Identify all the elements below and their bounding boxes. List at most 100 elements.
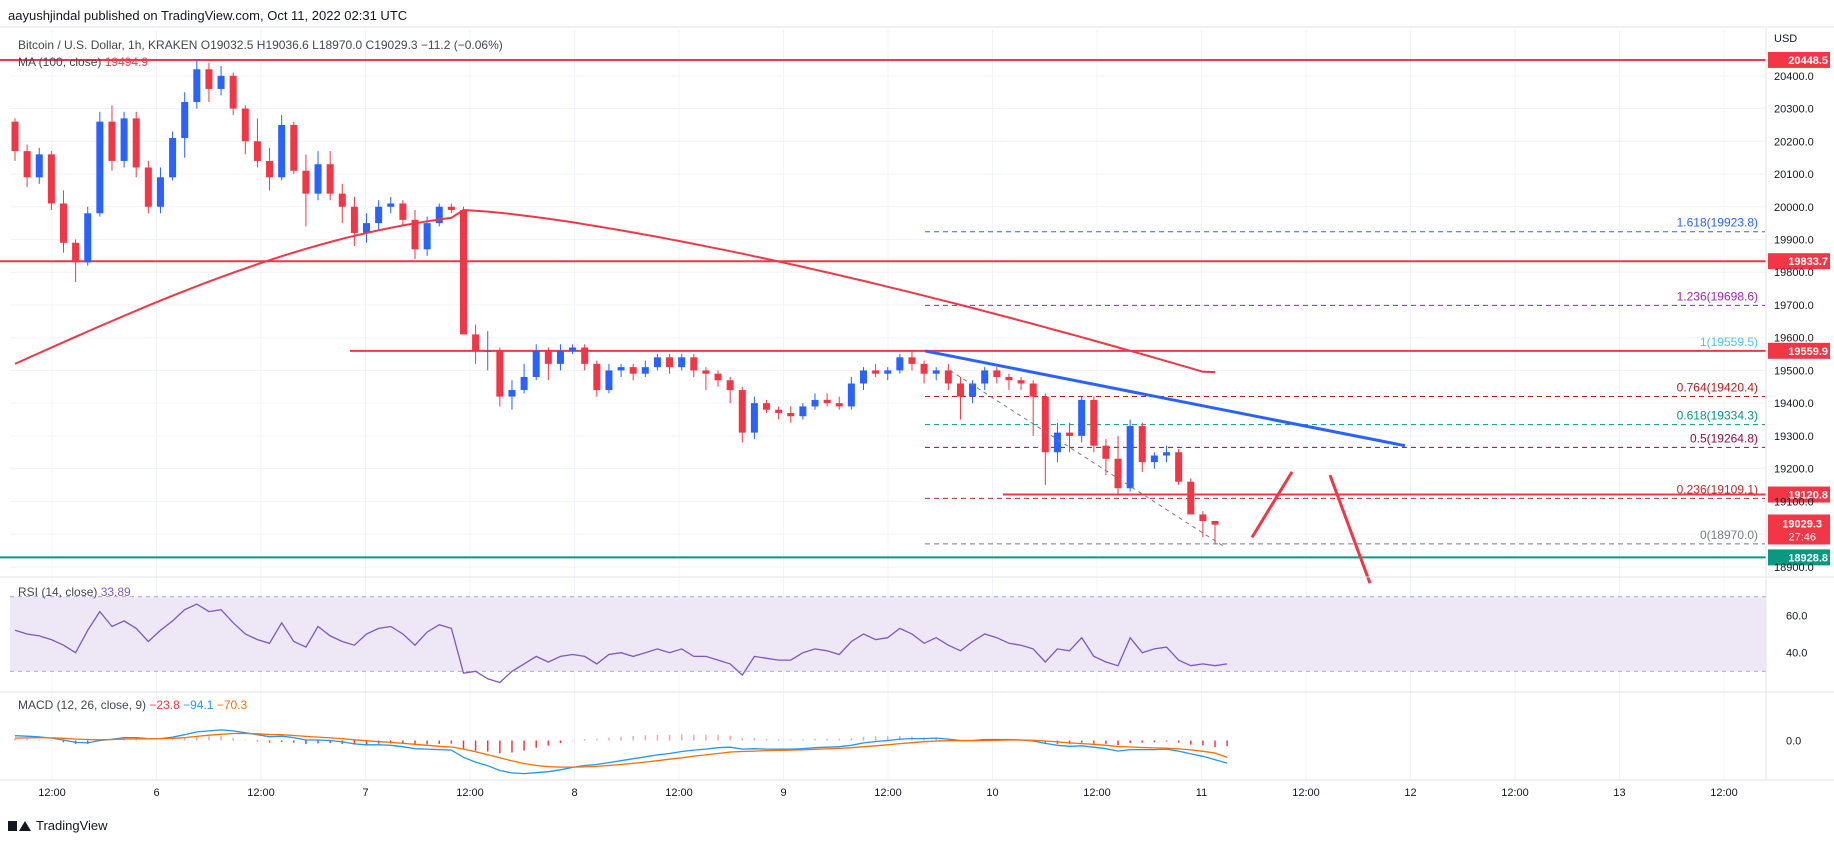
price-axis-level-badge: [1768, 549, 1830, 566]
candle-body: [823, 399, 831, 404]
price-axis-level-badge: [1768, 342, 1830, 359]
projection-down-stroke: [1328, 474, 1372, 584]
macd-legend: MACD (12, 26, close, 9) −23.8 −94.1 −70.…: [18, 698, 247, 712]
candle-body: [59, 203, 67, 243]
candle-body: [544, 350, 552, 364]
candle-body: [811, 399, 819, 407]
candle-body: [253, 141, 261, 161]
candle-body: [847, 383, 855, 407]
candle-body: [1090, 399, 1098, 446]
candle-body: [169, 138, 177, 178]
candle-body: [241, 108, 249, 142]
rsi-legend-label: RSI (14, close): [18, 585, 98, 599]
price-axis-tick: 19400.0: [1774, 398, 1814, 410]
candle-body: [532, 350, 540, 377]
candle-body: [763, 403, 771, 410]
candle-body: [496, 350, 504, 397]
time-axis-label: 10: [986, 787, 998, 799]
candle-body: [108, 121, 116, 161]
candle-body: [508, 390, 516, 397]
price-axis-level-label: 18928.8: [1788, 552, 1828, 564]
time-axis-label: 12:00: [874, 787, 902, 799]
candle-body: [726, 380, 734, 391]
candle-body: [96, 121, 104, 214]
candle-body: [350, 206, 358, 233]
candle-body: [908, 357, 916, 364]
time-axis-label: 12:00: [665, 787, 693, 799]
axes: 20448.5 19833.7 19559.9 19120.8 18928.818900…: [0, 26, 1834, 799]
candle-body: [217, 75, 225, 89]
last-price-badge: [1768, 514, 1830, 545]
time-axis-label: 12:00: [38, 787, 66, 799]
candle-body: [387, 203, 395, 207]
rsi-band: [10, 596, 1766, 672]
dashed-channel-line: [949, 369, 1226, 548]
candle-body: [84, 213, 92, 263]
candle-body: [459, 210, 467, 335]
candle-body: [835, 403, 843, 407]
candle-body: [1005, 376, 1013, 381]
candle-body: [144, 167, 152, 207]
candle-body: [205, 69, 213, 89]
candle-body: [750, 403, 758, 433]
candle-body: [641, 367, 649, 374]
candle-body: [556, 350, 564, 364]
candle-body: [944, 370, 952, 384]
candle-body: [1150, 455, 1158, 463]
fib-level-label: 0.618(19334.3): [1677, 409, 1758, 423]
price-axis-level-badge: [1768, 51, 1830, 68]
rsi-legend: RSI (14, close) 33.89: [18, 585, 131, 599]
candle-body: [35, 154, 43, 178]
time-axis-label: 8: [571, 787, 577, 799]
candle-body: [229, 75, 237, 109]
candle-body: [605, 370, 613, 391]
macd-pane[interactable]: [14, 729, 1228, 775]
candle-body: [1175, 452, 1183, 482]
candle-body: [1066, 432, 1074, 436]
time-axis-label: 6: [153, 787, 159, 799]
rsi-pane[interactable]: [10, 596, 1766, 684]
publisher-line: aayushjindal published on TradingView.co…: [8, 8, 408, 23]
ma-legend-value: 19494.9: [104, 55, 149, 69]
candle-body: [363, 223, 371, 233]
time-axis-label: 13: [1613, 787, 1625, 799]
price-pane[interactable]: 1.618(19923.8) 1.236(19698.6) 1(19559.5) 0.…: [0, 58, 1766, 584]
rsi-legend-value: 33.89: [100, 585, 131, 599]
candle-body: [1211, 520, 1219, 525]
candle-body: [593, 363, 601, 391]
candle-body: [1017, 380, 1025, 384]
price-axis-tick: 18900.0: [1774, 562, 1814, 574]
candle-body: [72, 242, 80, 263]
fib-level-label: 1.236(19698.6): [1677, 289, 1758, 303]
price-axis-level-label: 19559.9: [1788, 346, 1828, 358]
price-axis-tick: 19900.0: [1774, 234, 1814, 246]
symbol-ohlc: Bitcoin / U.S. Dollar, 1h, KRAKEN O19032…: [18, 38, 503, 52]
price-axis-tick: 19800.0: [1774, 267, 1814, 279]
candle-body: [290, 124, 298, 171]
price-axis-level-label: 20448.5: [1788, 55, 1828, 67]
price-axis-tick: 19300.0: [1774, 431, 1814, 443]
footer-brand[interactable]: TradingView: [8, 818, 108, 833]
candle-body: [1126, 426, 1134, 489]
candle-body: [896, 357, 904, 371]
candle-body: [1053, 432, 1061, 453]
time-axis-label: 11: [1196, 787, 1207, 799]
price-axis-level-badge: [1768, 253, 1830, 270]
candle-body: [266, 160, 274, 178]
fib-level-label: 0.5(19264.8): [1690, 431, 1758, 445]
candle-body: [1078, 399, 1086, 436]
price-axis-tick: 20200.0: [1774, 136, 1814, 148]
candle-body: [884, 370, 892, 374]
candle-body: [132, 118, 140, 168]
candle-body: [775, 409, 783, 413]
candle-body: [678, 357, 686, 368]
fib-level-label: 1.618(19923.8): [1677, 216, 1758, 230]
candle-body: [932, 370, 940, 374]
candle-body: [1041, 396, 1049, 453]
candle-body: [1114, 458, 1122, 489]
price-axis-tick: 20400.0: [1774, 71, 1814, 83]
fib-level-label: 1(19559.5): [1700, 335, 1758, 349]
price-axis-tick: 19100.0: [1774, 496, 1814, 508]
candle-body: [23, 151, 31, 178]
